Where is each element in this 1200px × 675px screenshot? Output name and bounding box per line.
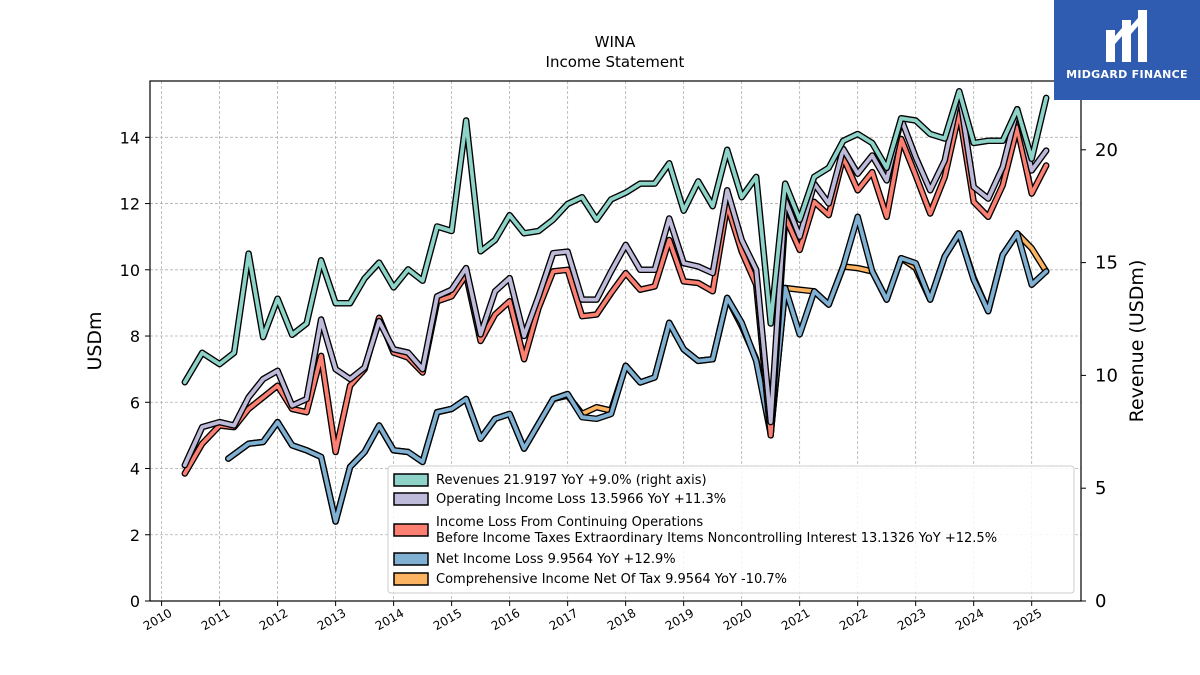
legend-label-operating-income: Operating Income Loss 13.5966 YoY +11.3% xyxy=(436,492,726,507)
x-tick-label: 2021 xyxy=(779,606,812,633)
x-tick-label: 2011 xyxy=(199,606,232,633)
y-tick-label-left: 0 xyxy=(130,592,140,611)
legend-swatch-comprehensive-income xyxy=(393,572,429,586)
y-axis-label-left: USDm xyxy=(84,311,106,370)
x-tick-label: 2010 xyxy=(141,606,174,633)
y-tick-label-left: 8 xyxy=(130,327,140,346)
series-operating-income xyxy=(181,89,1050,469)
legend: Revenues 21.9197 YoY +9.0% (right axis) … xyxy=(387,465,1075,594)
x-tick-label: 2018 xyxy=(605,606,638,633)
x-tick-label: 2015 xyxy=(431,606,464,633)
logo-text: MIDGARD FINANCE xyxy=(1066,68,1188,81)
series-income-continuing-ops-line xyxy=(182,110,1049,476)
legend-item-operating-income: Operating Income Loss 13.5966 YoY +11.3% xyxy=(393,492,726,507)
x-tick-label: 2022 xyxy=(837,606,870,633)
x-tick-label: 2013 xyxy=(315,606,348,633)
x-tick-label: 2012 xyxy=(257,606,290,633)
y-tick-label-left: 10 xyxy=(120,261,140,280)
legend-label-income-continuing-ops-line2: Before Income Taxes Extraordinary Items … xyxy=(436,531,997,546)
y-tick-label-left: 14 xyxy=(120,128,140,147)
y-tick-label-right: 0 xyxy=(1095,591,1106,612)
x-tick-label: 2016 xyxy=(489,606,522,633)
series-revenues-line xyxy=(182,89,1049,385)
x-tick-label: 2019 xyxy=(663,606,696,633)
x-tick-label: 2024 xyxy=(953,606,986,633)
y-tick-label-left: 4 xyxy=(130,460,140,479)
legend-swatch-income-continuing-ops xyxy=(393,523,429,537)
legend-swatch-operating-income xyxy=(393,492,429,506)
series-layer xyxy=(181,87,1050,525)
midgard-logo-icon xyxy=(1106,10,1147,62)
y-tick-label-left: 6 xyxy=(130,393,140,412)
y-tick-label-left: 12 xyxy=(120,195,140,214)
x-tick-label: 2023 xyxy=(895,606,928,633)
chart-title: WINA xyxy=(595,33,636,51)
x-tick-label: 2014 xyxy=(373,606,406,633)
legend-item-income-continuing-ops: Income Loss From Continuing Operations B… xyxy=(393,515,997,546)
y-tick-label-left: 2 xyxy=(130,526,140,545)
legend-label-comprehensive-income: Comprehensive Income Net Of Tax 9.9564 Y… xyxy=(436,572,787,587)
series-net-income xyxy=(225,213,1050,525)
x-axis: 2010 2011 2012 2013 2014 2015 2016 2017 2018 2019… xyxy=(141,601,1044,633)
y-tick-label-right: 5 xyxy=(1095,478,1106,499)
x-tick-label: 2025 xyxy=(1011,606,1044,633)
series-revenues xyxy=(181,87,1050,386)
legend-item-net-income: Net Income Loss 9.9564 YoY +12.9% xyxy=(393,552,676,567)
y-axis-left: 0 2 4 6 8 10 12 14 xyxy=(120,128,150,611)
legend-swatch-net-income xyxy=(393,552,429,566)
x-tick-label: 2017 xyxy=(547,606,580,633)
y-tick-label-right: 20 xyxy=(1095,140,1118,161)
y-axis-label-right: Revenue (USDm) xyxy=(1126,260,1148,423)
plot-frame xyxy=(149,80,1082,602)
series-net-income-line xyxy=(226,214,1049,524)
chart-subtitle: Income Statement xyxy=(546,53,685,71)
y-tick-label-right: 15 xyxy=(1095,253,1118,274)
x-tick-label: 2020 xyxy=(721,606,754,633)
legend-item-revenues: Revenues 21.9197 YoY +9.0% (right axis) xyxy=(393,473,707,488)
legend-box xyxy=(387,465,1075,594)
series-revenues-outline xyxy=(181,87,1050,386)
series-operating-income-line xyxy=(182,90,1049,468)
midgard-finance-logo: MIDGARD FINANCE xyxy=(1054,0,1200,100)
legend-label-income-continuing-ops-line1: Income Loss From Continuing Operations xyxy=(436,515,703,530)
legend-item-comprehensive-income: Comprehensive Income Net Of Tax 9.9564 Y… xyxy=(393,572,787,587)
legend-swatch-revenues xyxy=(393,473,429,487)
y-axis-right: 0 5 10 15 20 xyxy=(1081,140,1118,612)
legend-label-net-income: Net Income Loss 9.9564 YoY +12.9% xyxy=(436,552,676,567)
legend-label-revenues: Revenues 21.9197 YoY +9.0% (right axis) xyxy=(436,473,707,488)
series-income-continuing-ops xyxy=(181,109,1050,477)
y-tick-label-right: 10 xyxy=(1095,365,1118,386)
